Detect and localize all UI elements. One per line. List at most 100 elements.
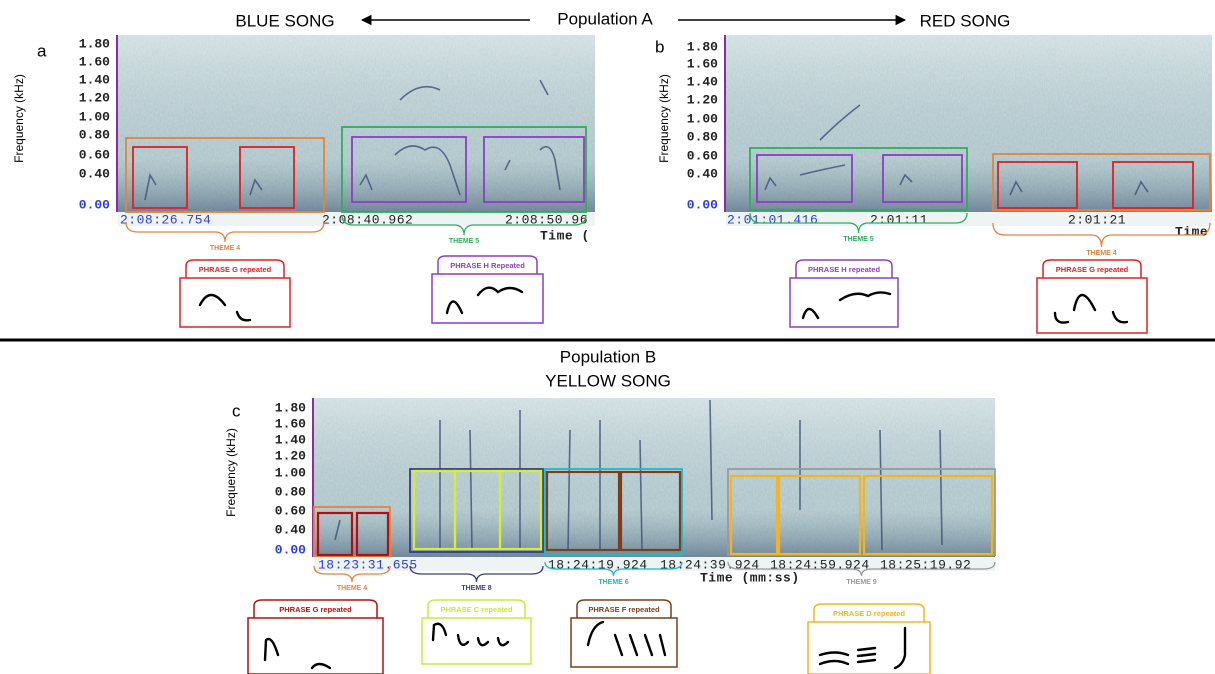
selection-box	[882, 154, 963, 203]
call-trace	[567, 429, 571, 551]
y-tick-label: 0.60	[687, 148, 718, 163]
call-trace	[359, 173, 373, 191]
call-trace	[899, 173, 913, 186]
time-label: 2:01:11	[870, 212, 928, 227]
phrase-sketch	[263, 637, 332, 670]
y-axis-label: Frequency (kHz)	[224, 428, 238, 517]
brace	[544, 561, 683, 577]
call-trace	[504, 159, 511, 171]
time-label: 2:01:01.416	[727, 212, 818, 227]
y-tick-label: 0.00	[79, 197, 110, 212]
phrase-label: PHRASE D repeated	[833, 609, 906, 618]
selection-box	[498, 469, 543, 551]
y-tick-label: 1.00	[687, 111, 718, 126]
call-trace	[144, 172, 157, 201]
call-trace	[394, 145, 461, 196]
y-tick-label: 1.20	[275, 448, 306, 463]
time-label: 2:01:21	[1068, 212, 1126, 227]
y-tick-label: 0.40	[275, 522, 306, 537]
time-label: 2:08:50.96	[505, 212, 588, 227]
brace	[341, 214, 587, 236]
selection-box	[1112, 161, 1194, 209]
call-trace	[799, 164, 846, 176]
call-trace	[469, 429, 473, 551]
y-tick-label: 0.60	[275, 503, 306, 518]
y-tick-label: 0.80	[79, 127, 110, 142]
phrase-box	[247, 599, 384, 674]
selection-box	[125, 137, 325, 213]
x-axis-label: Time	[1175, 224, 1208, 239]
phrase-sketch	[801, 291, 892, 320]
panel-label: a	[37, 41, 47, 60]
selection-box	[132, 146, 188, 209]
selection-box	[351, 136, 467, 203]
selection-box	[862, 474, 994, 556]
x-axis-label: Time (mm:ss)	[700, 570, 800, 585]
y-tick-label: 1.40	[687, 74, 718, 89]
y-tick-label: 0.60	[79, 147, 110, 162]
y-tick-label: 1.40	[79, 72, 110, 87]
phrase-label: PHRASE C repeated	[440, 605, 513, 614]
time-label: 18:25:19.92	[880, 557, 971, 572]
selection-box	[749, 147, 968, 211]
call-trace	[1009, 180, 1023, 196]
phrase-box	[421, 599, 532, 665]
population-title: Population B	[560, 347, 656, 366]
phrase-box	[1036, 259, 1148, 334]
selection-box	[483, 136, 585, 203]
selection-box	[729, 474, 779, 556]
y-tick-label: 1.60	[79, 54, 110, 69]
selection-box	[341, 126, 587, 213]
selection-box	[756, 154, 853, 203]
phrase-label: PHRASE G repeated	[1056, 265, 1129, 274]
theme-label: THEME 6	[598, 579, 628, 586]
population-title: Population A	[557, 9, 653, 28]
y-tick-label: 1.80	[275, 400, 306, 415]
phrase-label: PHRASE F repeated	[588, 605, 660, 614]
brace	[992, 222, 1211, 248]
brace	[313, 565, 391, 583]
time-strip	[314, 557, 995, 571]
time-label: 2:08:40.962	[322, 212, 413, 227]
spectrogram-shade	[314, 398, 995, 557]
phrase-box	[179, 259, 291, 328]
y-tick-label: 1.60	[275, 416, 306, 431]
theme-label: THEME 4	[1086, 250, 1116, 257]
y-tick-label: 1.20	[687, 92, 718, 107]
time-label: 2:08:26.754	[120, 212, 211, 227]
phrase-sketch	[431, 622, 510, 647]
y-axis-label: Frequency (kHz)	[12, 74, 26, 163]
y-tick-label: 1.00	[275, 465, 306, 480]
theme-label: THEME 9	[846, 579, 876, 586]
theme-label: THEME 4	[210, 245, 240, 252]
call-trace	[709, 399, 713, 521]
panel-label: b	[655, 37, 664, 56]
call-trace	[334, 519, 341, 541]
theme-label: THEME 8	[461, 585, 491, 592]
x-axis-label: Time (	[540, 228, 590, 243]
call-trace	[249, 178, 263, 196]
spectrogram-shade	[726, 35, 1212, 212]
time-strip	[118, 212, 595, 226]
phrase-sketch	[818, 626, 907, 670]
theme-label: THEME 5	[843, 236, 873, 243]
panel-label: c	[232, 401, 241, 420]
selection-box	[409, 468, 544, 553]
y-tick-label: 1.40	[275, 432, 306, 447]
song-label: BLUE SONG	[235, 11, 334, 30]
selection-box	[777, 474, 862, 556]
phrase-sketch	[198, 293, 252, 322]
selection-box	[239, 146, 295, 209]
y-tick-label: 0.00	[275, 542, 306, 557]
selection-box	[316, 511, 354, 557]
y-tick-label: 1.20	[79, 90, 110, 105]
phrase-label: PHRASE G repeated	[279, 605, 352, 614]
phrase-label: PHRASE H repeated	[808, 265, 881, 274]
y-tick-label: 0.80	[275, 484, 306, 499]
call-trace	[399, 85, 441, 101]
call-trace	[1134, 180, 1149, 196]
brace	[409, 565, 544, 583]
phrase-box	[789, 259, 899, 328]
phrase-sketch	[586, 620, 667, 657]
